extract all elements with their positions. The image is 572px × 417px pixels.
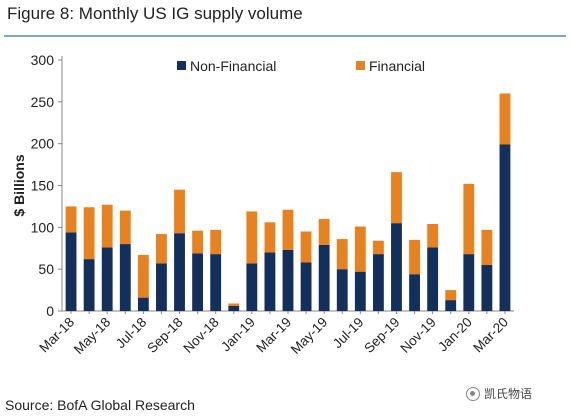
bar-financial bbox=[300, 231, 312, 263]
bar-non-financial bbox=[318, 244, 330, 311]
bar-financial bbox=[192, 230, 204, 254]
bar-financial bbox=[445, 290, 457, 301]
bar-non-financial bbox=[174, 233, 185, 311]
x-tick-label: May-19 bbox=[288, 315, 330, 357]
bar-non-financial bbox=[481, 264, 493, 311]
bar-non-financial bbox=[137, 297, 149, 311]
bar-financial bbox=[481, 229, 493, 265]
source-note: Source: BofA Global Research bbox=[5, 397, 195, 413]
y-axis-title: $ Billions bbox=[11, 154, 27, 216]
legend-label-financial: Financial bbox=[369, 58, 425, 74]
y-tick-label: 150 bbox=[31, 178, 55, 194]
bar-non-financial bbox=[65, 232, 77, 311]
bar-non-financial bbox=[391, 223, 402, 311]
bar-non-financial bbox=[499, 144, 511, 311]
bar-financial bbox=[65, 206, 77, 233]
bar-financial bbox=[228, 303, 240, 306]
bar-non-financial bbox=[445, 300, 457, 311]
bar-financial bbox=[137, 254, 149, 298]
bar-financial bbox=[318, 218, 330, 245]
bar-financial bbox=[156, 234, 167, 264]
bar-non-financial bbox=[264, 252, 276, 311]
bar-financial bbox=[174, 189, 185, 234]
bar-financial bbox=[101, 204, 113, 248]
y-tick-label: 300 bbox=[31, 52, 55, 68]
bar-financial bbox=[463, 183, 475, 255]
legend-swatch-non-financial bbox=[177, 61, 186, 70]
x-tick-label: Sep-18 bbox=[144, 315, 185, 356]
x-tick-label: May-18 bbox=[71, 315, 113, 357]
bar-non-financial bbox=[354, 271, 366, 311]
bar-financial bbox=[409, 239, 420, 275]
x-tick-label: Jan-19 bbox=[218, 315, 258, 355]
bar-financial bbox=[336, 239, 348, 270]
bar-financial bbox=[210, 229, 222, 255]
title-rule bbox=[4, 35, 566, 37]
bar-non-financial bbox=[210, 254, 222, 311]
x-tick-label: Mar-20 bbox=[470, 315, 511, 356]
bar-non-financial bbox=[372, 254, 384, 311]
bar-financial bbox=[499, 93, 511, 145]
bar-financial bbox=[427, 223, 439, 248]
bar-non-financial bbox=[409, 274, 420, 311]
bar-financial bbox=[391, 172, 402, 224]
bar-non-financial bbox=[101, 247, 113, 311]
bar-non-financial bbox=[246, 263, 258, 311]
bar-non-financial bbox=[282, 249, 294, 311]
bar-non-financial bbox=[463, 254, 475, 311]
bar-financial bbox=[372, 240, 384, 255]
y-tick-label: 50 bbox=[38, 261, 54, 277]
bar-financial bbox=[354, 226, 366, 272]
x-tick-label: Mar-19 bbox=[253, 315, 294, 356]
bar-non-financial bbox=[427, 247, 439, 311]
y-tick-label: 100 bbox=[31, 219, 55, 235]
x-tick-label: Nov-19 bbox=[397, 315, 438, 356]
legend-swatch-financial bbox=[356, 61, 365, 70]
y-tick-label: 200 bbox=[31, 136, 55, 152]
bar-non-financial bbox=[119, 244, 131, 311]
y-tick-label: 250 bbox=[31, 94, 55, 110]
bar-non-financial bbox=[300, 262, 312, 311]
y-tick-label: 0 bbox=[46, 303, 54, 319]
figure-title: Figure 8: Monthly US IG supply volume bbox=[7, 4, 303, 23]
bar-financial bbox=[246, 211, 258, 264]
watermark-text: 凯氏物语 bbox=[484, 387, 533, 401]
x-tick-label: Nov-18 bbox=[180, 315, 221, 356]
stacked-bar-chart: 0 50 100 150 200 250 300 $ Billions Mar-18May-18… bbox=[11, 52, 514, 357]
bar-non-financial bbox=[228, 305, 240, 311]
bar-non-financial bbox=[336, 269, 348, 311]
bar-financial bbox=[282, 209, 294, 250]
bar-non-financial bbox=[83, 259, 95, 311]
x-tick-label: Jan-20 bbox=[435, 315, 475, 355]
x-tick-label: Mar-18 bbox=[36, 315, 77, 356]
watermark-logo-icon bbox=[466, 386, 480, 401]
bar-financial bbox=[264, 222, 276, 253]
legend-label-non-financial: Non-Financial bbox=[190, 58, 276, 74]
bar-non-financial bbox=[156, 263, 167, 311]
x-tick-label: Sep-19 bbox=[361, 315, 402, 356]
bar-non-financial bbox=[192, 253, 204, 311]
bar-financial bbox=[119, 210, 131, 245]
watermark: 凯氏物语 bbox=[466, 385, 532, 402]
bar-financial bbox=[83, 207, 95, 260]
